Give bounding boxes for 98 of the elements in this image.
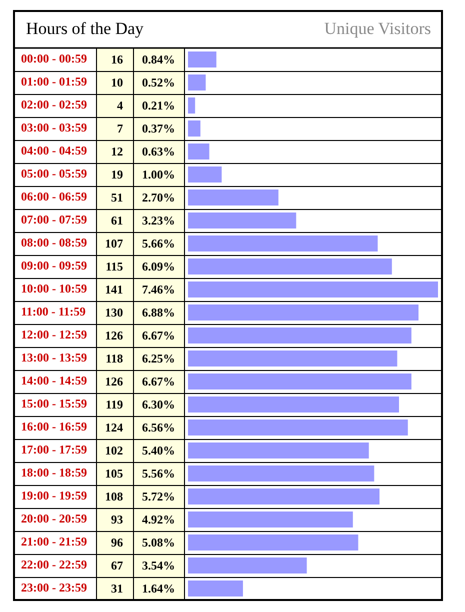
data-label: 19 — [111, 168, 123, 182]
data-label: 10 — [111, 76, 123, 90]
data-label: 7 — [117, 122, 123, 136]
y-tick-label: 11:00 - 11:59 — [21, 304, 86, 319]
text: 6.56% — [142, 420, 175, 435]
text: 5.66% — [142, 236, 175, 251]
text: 6.09% — [142, 260, 175, 274]
bar — [188, 235, 378, 252]
y-tick-label: 02:00 - 02:59 — [21, 98, 87, 112]
bar — [188, 74, 206, 91]
text: 4.92% — [142, 512, 175, 527]
data-label: 108 — [105, 490, 123, 504]
data-label: 119 — [106, 398, 123, 412]
y-tick-label: 21:00 - 21:59 — [21, 534, 87, 549]
text: 0.84% — [142, 52, 175, 67]
bar — [188, 534, 358, 551]
text: 6.30% — [142, 398, 175, 412]
data-label: 96 — [111, 536, 123, 550]
y-tick-label: 03:00 - 03:59 — [21, 120, 87, 135]
y-tick-label: 01:00 - 01:59 — [21, 74, 87, 89]
y-tick-label: 06:00 - 06:59 — [21, 190, 87, 204]
x-axis-title: Unique Visitors — [324, 19, 431, 38]
bar — [188, 488, 380, 505]
y-tick-label: 08:00 - 08:59 — [21, 236, 87, 250]
bar — [188, 511, 353, 528]
bar — [188, 327, 412, 344]
bar — [188, 120, 200, 137]
bar — [188, 442, 369, 459]
y-tick-label: 16:00 - 16:59 — [21, 420, 87, 434]
text: 7.46% — [142, 282, 175, 297]
data-label: 12 — [111, 144, 123, 159]
text: 0.52% — [142, 76, 175, 90]
data-label: 51 — [111, 190, 123, 205]
bar — [188, 166, 222, 183]
data-label: 124 — [105, 420, 123, 435]
bar — [188, 189, 278, 206]
y-tick-label: 15:00 - 15:59 — [21, 396, 87, 411]
data-label: 16 — [111, 52, 123, 67]
y-tick-label: 05:00 - 05:59 — [21, 166, 87, 181]
text: 6.67% — [142, 328, 175, 343]
y-tick-label: 20:00 - 20:59 — [21, 512, 87, 526]
data-label: 126 — [105, 374, 123, 389]
bar — [188, 580, 243, 597]
data-label: 107 — [105, 236, 123, 251]
bar — [188, 212, 296, 229]
bar — [188, 465, 374, 482]
text: 3.54% — [142, 558, 175, 573]
chart-title: Hours of the Day — [26, 19, 144, 38]
y-tick-label: 09:00 - 09:59 — [21, 258, 87, 273]
bar — [188, 557, 307, 574]
text: 1.00% — [142, 168, 175, 182]
y-tick-label: 00:00 - 00:59 — [21, 52, 87, 66]
y-tick-label: 22:00 - 22:59 — [21, 558, 87, 572]
text: 5.72% — [142, 490, 175, 504]
text: 5.40% — [142, 444, 175, 458]
y-tick-label: 04:00 - 04:59 — [21, 144, 87, 158]
data-label: 93 — [111, 512, 123, 527]
bar — [188, 97, 196, 114]
data-label: 105 — [105, 466, 123, 481]
text: 3.23% — [142, 214, 175, 228]
data-label: 102 — [105, 444, 123, 458]
bar — [188, 350, 398, 367]
text: 5.56% — [142, 466, 175, 481]
text: 5.08% — [142, 536, 175, 550]
y-tick-label: 23:00 - 23:59 — [21, 580, 87, 595]
y-tick-label: 14:00 - 14:59 — [21, 374, 87, 388]
data-label: 31 — [111, 582, 123, 596]
data-label: 130 — [105, 306, 123, 320]
y-tick-label: 10:00 - 10:59 — [21, 282, 87, 296]
bar — [188, 51, 216, 68]
y-tick-label: 19:00 - 19:59 — [21, 488, 87, 503]
data-label: 118 — [106, 352, 123, 366]
text: 0.21% — [142, 98, 175, 113]
bar — [188, 373, 412, 390]
data-label: 67 — [111, 558, 123, 573]
y-tick-label: 12:00 - 12:59 — [21, 328, 87, 342]
bar — [188, 419, 408, 436]
y-tick-label: 18:00 - 18:59 — [21, 466, 87, 480]
bar — [188, 281, 438, 298]
data-label: 4 — [117, 98, 123, 113]
bar — [188, 143, 210, 160]
y-tick-label: 17:00 - 17:59 — [21, 442, 87, 457]
y-tick-label: 07:00 - 07:59 — [21, 212, 87, 227]
text: 1.64% — [142, 582, 175, 596]
text: 0.63% — [142, 144, 175, 159]
text: 6.25% — [142, 352, 175, 366]
data-label: 61 — [111, 214, 123, 228]
y-tick-label: 13:00 - 13:59 — [21, 350, 87, 365]
data-label: 115 — [106, 260, 123, 274]
data-label: 126 — [105, 328, 123, 343]
data-label: 141 — [105, 282, 123, 297]
text: 0.37% — [142, 122, 175, 136]
bar — [188, 258, 392, 275]
bar — [188, 304, 418, 321]
text: 6.67% — [142, 374, 175, 389]
text: 2.70% — [142, 190, 175, 205]
text: 6.88% — [142, 306, 175, 320]
bar — [188, 396, 399, 413]
